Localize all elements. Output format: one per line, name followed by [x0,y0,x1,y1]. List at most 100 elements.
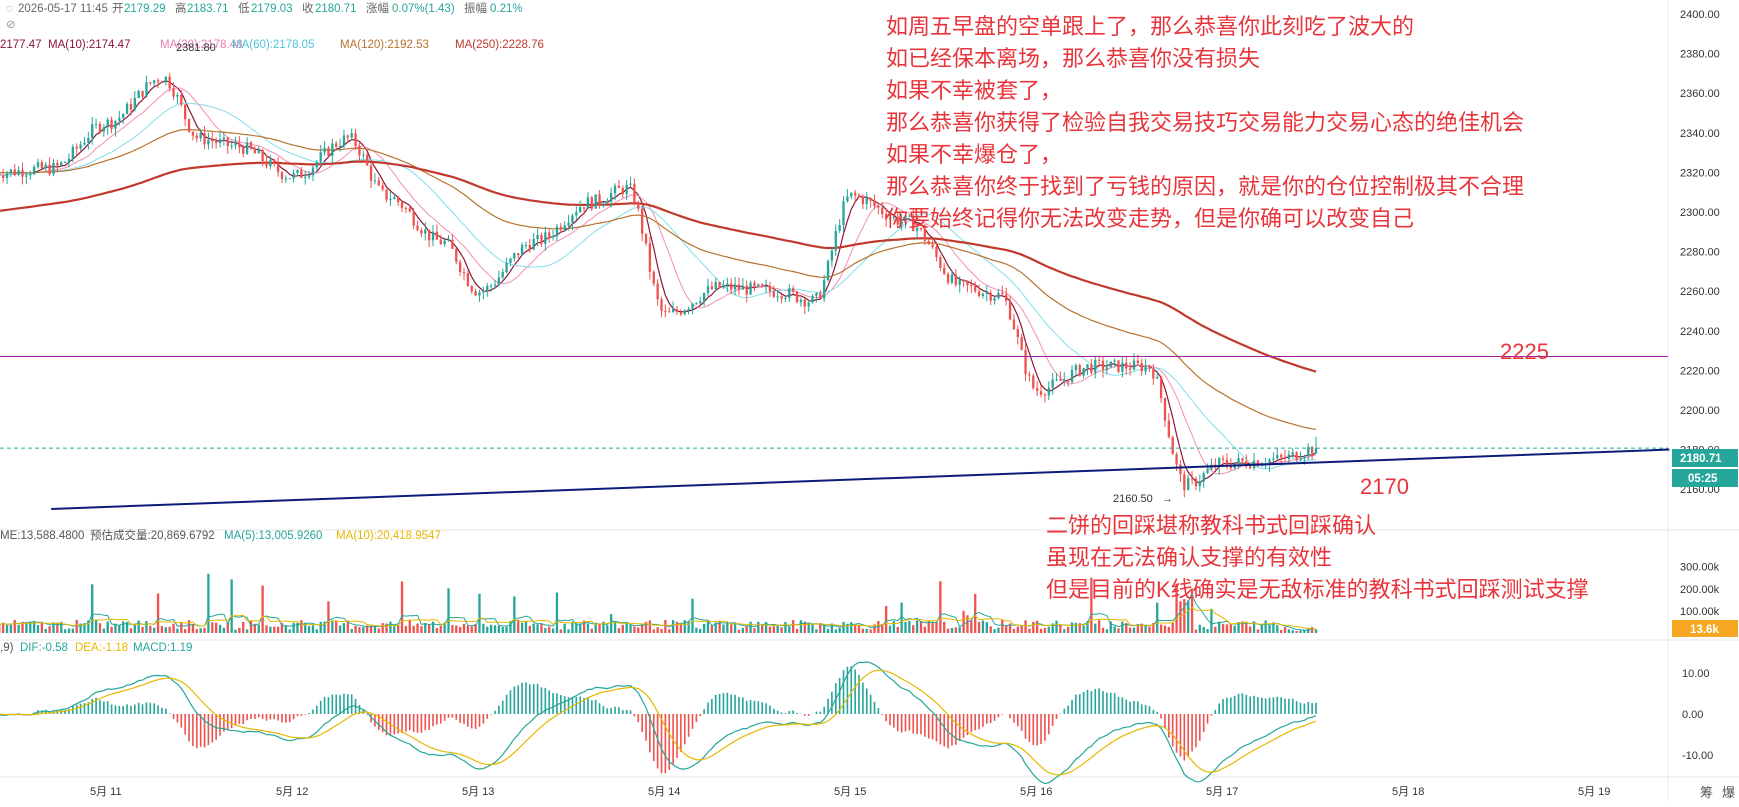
volume-bar [1121,622,1123,633]
volume-bar [343,623,345,633]
volume-bar [1299,631,1301,633]
candle [1295,451,1297,461]
candle-body [1001,293,1003,294]
candle-body [471,286,473,291]
candle-body [629,184,631,185]
candle-body [649,243,651,271]
candle-body [68,159,70,162]
candle-body [45,165,47,168]
volume-bar [598,624,600,633]
candle-body [1059,379,1061,381]
candle-body [1222,458,1224,459]
volume-ma5-label: MA(5):13,005.9260 [224,530,322,542]
volume-bar [68,629,70,633]
volume-bar [316,629,318,633]
volume-bar [447,588,449,633]
candle [827,260,829,282]
volume-bar [335,620,337,633]
candle-body [819,293,821,299]
candle-body [1295,452,1297,460]
volume-bar [1055,621,1057,633]
volume-bar [246,629,248,633]
price-tick-2300.00: 2300.00 [1680,207,1720,219]
volume-bar [707,621,709,633]
candle-body [134,98,136,110]
info-amp: 0.21% [490,3,523,15]
volume-bar [815,629,817,633]
price-tick-2240.00: 2240.00 [1680,326,1720,338]
candle-body [1303,456,1305,458]
volume-bar [699,629,701,633]
volume-bar [312,625,314,633]
candle-body [366,155,368,166]
volume-bar [1063,629,1065,633]
volume-bar [331,620,333,633]
volume-bar [118,625,120,633]
volume-bar [184,629,186,633]
time-tick-3: 5月 14 [648,786,680,798]
volume-bar [908,621,910,633]
candle-body [223,138,225,140]
volume-bar [1148,626,1150,633]
volume-bar [455,626,457,633]
candle [1172,436,1174,455]
candle-body [517,253,519,255]
candle-body [1021,337,1023,350]
candle-body [203,133,205,144]
candle-body [211,140,213,142]
volume-bar [1214,627,1216,633]
volume-bar [405,626,407,633]
volume-bar [176,629,178,633]
volume-bar [265,625,267,633]
volume-bar [215,623,217,633]
liquidation-icon[interactable]: 爆 [1722,785,1735,800]
candle-body [556,227,558,237]
candle-body [1276,455,1278,458]
candle-body [672,309,674,312]
candle-body [130,104,132,110]
volume-bar [219,625,221,633]
volume-bar [664,620,666,633]
candle-body [1102,361,1104,370]
info-change: 0.07%(1.43) [392,3,455,15]
candle-body [114,121,116,129]
candle-body [1288,455,1290,459]
candle-body [583,207,585,209]
candle-body [33,167,35,174]
candle-body [986,293,988,294]
volume-bar [397,625,399,633]
chip-distribution-icon[interactable]: 筹 [1700,785,1713,800]
volume-bar [653,629,655,633]
candle-body [846,196,848,201]
low-marker-arrow: → [1162,493,1173,505]
volume-bar [1113,626,1115,633]
candle-body [238,143,240,147]
volume-bar [746,626,748,633]
volume-bar [1059,625,1061,633]
visibility-icon[interactable]: ⊘ [6,19,16,31]
ohlc-info-row: ◌ 2026-05-17 11:45 开 2179.29 高 2183.71 低… [6,1,523,15]
candle-body [1280,455,1282,457]
volume-bar [1249,626,1251,633]
volume-bar [103,629,105,633]
candle-body [250,142,252,148]
candle-body [1129,368,1131,369]
candle-body [409,208,411,211]
candle-body [463,272,465,273]
candle-body [722,285,724,287]
candle-body [234,143,236,145]
candle-body [420,230,422,233]
eye-icon[interactable]: ◌ [6,3,13,15]
candle [749,281,751,295]
candle-body [17,170,19,175]
annotation-top-2: 如已经保本离场，那么恭喜你没有损失 [886,46,1260,71]
candle-body [1063,379,1065,381]
volume-bar [1094,624,1096,633]
low-marker-label: 2160.50 [1113,493,1153,505]
volume-bar [354,626,356,633]
volume-bar [808,624,810,633]
candle-body [176,95,178,97]
candle-body [687,309,689,311]
candle-body [227,138,229,147]
candle-body [1067,379,1069,382]
